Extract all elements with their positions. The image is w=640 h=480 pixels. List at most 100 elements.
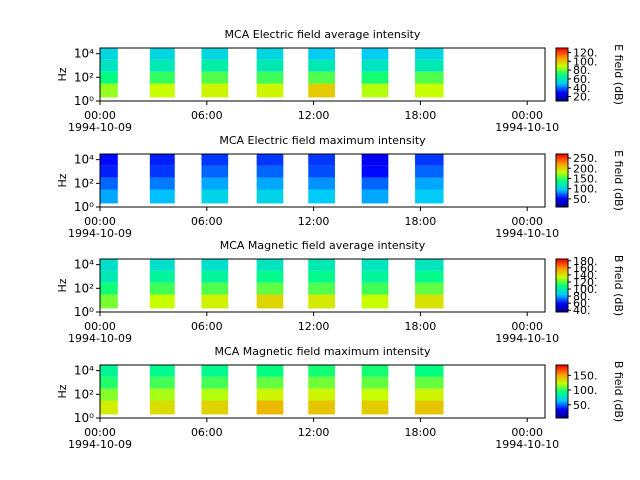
axes-frame <box>99 153 546 208</box>
spectrogram-cell <box>361 270 389 283</box>
y-axis-label: Hz <box>56 173 69 187</box>
colorbar-swatch <box>556 403 568 406</box>
colorbar-tick-label: 40. <box>573 304 591 317</box>
colorbar-swatch <box>556 392 568 395</box>
colorbar-swatch <box>556 383 568 386</box>
spectrogram-cell <box>256 165 284 178</box>
spectrogram-cell <box>415 365 444 377</box>
colorbar-swatch <box>556 172 568 175</box>
colorbar-tick-label: 160. <box>573 262 598 275</box>
colorbar-swatch <box>556 184 568 187</box>
colorbar-swatch <box>556 400 568 403</box>
spectrogram-cell <box>415 388 444 401</box>
colorbar-swatch <box>556 191 568 193</box>
colorbar-swatch <box>556 176 568 179</box>
colorbar-swatch <box>556 298 568 301</box>
colorbar-tick-label: 50. <box>573 399 591 412</box>
colorbar-swatch <box>556 82 568 85</box>
date-label: 1994-10-10 <box>495 332 559 345</box>
colorbar-swatch <box>556 197 568 200</box>
colorbar-swatch <box>556 196 568 199</box>
y-tick-label: 10⁴ <box>74 47 94 61</box>
colorbar-swatch <box>556 189 568 192</box>
spectrogram-cell <box>100 400 118 415</box>
x-tick-label: 18:00 <box>405 320 437 333</box>
date-label: 1994-10-09 <box>68 121 132 134</box>
x-tick-label: 12:00 <box>298 109 330 122</box>
colorbar-swatch <box>556 67 568 70</box>
panel-title: MCA Electric field maximum intensity <box>219 134 426 147</box>
colorbar-swatch <box>556 262 568 265</box>
colorbar-swatch <box>556 95 568 98</box>
colorbar-swatch <box>556 86 568 89</box>
spectrogram-cell <box>361 259 389 271</box>
colorbar-tick-label: 50. <box>573 193 591 206</box>
spectrogram-cell <box>100 259 118 271</box>
axes-frame <box>99 258 546 313</box>
y-tick-label: 10² <box>74 281 94 295</box>
colorbar-tick-label: 100. <box>573 283 598 296</box>
spectrogram-cell <box>308 376 335 389</box>
y-axis-label: Hz <box>56 384 69 398</box>
spectrogram-cell <box>149 365 175 377</box>
colorbar-swatch <box>556 157 568 160</box>
colorbar-swatch <box>556 94 568 97</box>
colorbar-frame <box>555 47 569 102</box>
colorbar-swatch <box>556 382 568 385</box>
colorbar-swatch <box>556 301 568 304</box>
colorbar-tick-label: 120. <box>573 276 598 289</box>
colorbar-swatch <box>556 62 568 65</box>
colorbar-swatch <box>556 386 568 389</box>
colorbar-swatch <box>556 200 568 203</box>
colorbar-swatch <box>556 199 568 201</box>
y-tick-label: 10⁰ <box>74 200 94 214</box>
colorbar-tick-label: 80. <box>573 290 591 303</box>
panel-title: MCA Magnetic field average intensity <box>220 239 426 252</box>
colorbar-swatch <box>556 187 568 189</box>
colorbar-swatch <box>556 297 568 300</box>
spectrogram-cell <box>149 83 175 98</box>
x-tick-label: 00:00 <box>511 426 543 439</box>
colorbar-swatch <box>556 285 568 288</box>
spectrogram-cell <box>361 83 389 98</box>
colorbar-swatch <box>556 66 568 69</box>
x-tick-label: 12:00 <box>298 320 330 333</box>
colorbar-swatch <box>556 289 568 292</box>
spectrogram-cell <box>256 189 284 204</box>
spectrogram-cell <box>415 282 444 295</box>
spectrogram-cell <box>100 165 118 178</box>
spectrogram-cell <box>415 48 444 60</box>
date-label: 1994-10-09 <box>68 438 132 451</box>
colorbar-swatch <box>556 286 568 289</box>
spectrogram-cell <box>256 365 284 377</box>
colorbar-swatch <box>556 281 568 284</box>
colorbar-swatch <box>556 375 568 378</box>
colorbar-swatch <box>556 53 568 56</box>
colorbar-tick-label: 250. <box>573 152 598 165</box>
colorbar-swatch <box>556 73 568 75</box>
colorbar-swatch <box>556 309 568 312</box>
colorbar-swatch <box>556 98 568 101</box>
spectrogram-cell <box>201 48 229 60</box>
colorbar-swatch <box>556 163 568 166</box>
spectrogram-cell <box>201 282 229 295</box>
spectrogram-cell <box>201 400 229 415</box>
spectrogram-cell <box>256 154 284 166</box>
colorbar-swatch <box>556 175 568 178</box>
colorbar-frame <box>555 364 569 419</box>
colorbar-swatch <box>556 85 568 87</box>
spectrogram-cell <box>256 294 284 309</box>
spectrogram-cell <box>361 400 389 415</box>
colorbar-swatch <box>556 414 568 416</box>
colorbar-swatch <box>556 390 568 392</box>
colorbar-swatch <box>556 387 568 390</box>
colorbar-swatch <box>556 277 568 280</box>
spectrogram-cell <box>149 376 175 389</box>
spectrogram-cell <box>201 294 229 309</box>
spectrogram-cell <box>100 71 118 84</box>
colorbar-swatch <box>556 371 568 374</box>
spectrogram-cell <box>361 165 389 178</box>
colorbar-swatch <box>556 79 568 82</box>
x-tick-label: 00:00 <box>84 215 116 228</box>
